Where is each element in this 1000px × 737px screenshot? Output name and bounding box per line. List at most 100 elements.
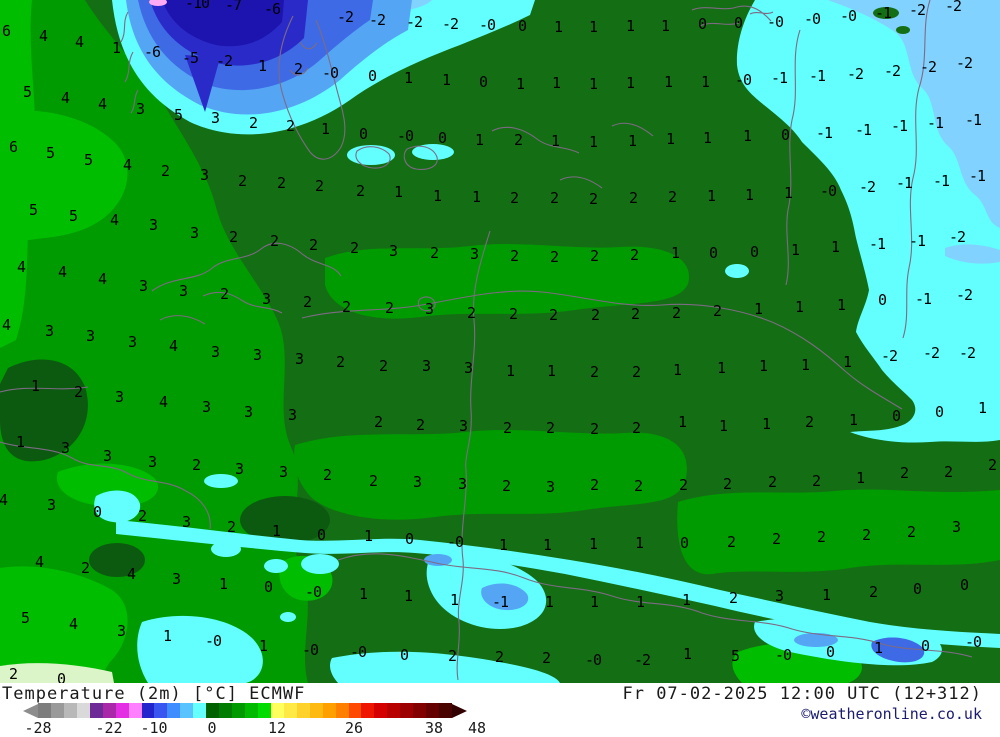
temp-value-label: 2 (868, 583, 878, 602)
temp-value-label: 1 (542, 536, 552, 555)
temp-value-label: 3 (114, 388, 124, 407)
temp-value-label: 1 (682, 645, 692, 664)
temp-value-label: 0 (367, 67, 377, 86)
temp-value-label: 2 (589, 363, 599, 382)
temp-value-label: 1 (790, 241, 800, 260)
temp-value-label: -0 (396, 127, 414, 146)
temp-value-label: 2 (308, 236, 318, 255)
temp-value-label: 2 (589, 247, 599, 266)
colorbar-tick: 0 (207, 719, 217, 737)
temp-value-label: 1 (700, 73, 710, 92)
temp-value-label: 2 (228, 228, 238, 247)
temp-value-label: 2 (378, 357, 388, 376)
temp-value-label: -2 (955, 54, 973, 73)
temp-value-label: 1 (855, 469, 865, 488)
temp-value-label: 2 (728, 589, 738, 608)
temp-value-label: -1 (895, 174, 913, 193)
temp-value-label: 2 (237, 172, 247, 191)
temp-value-label: 2 (589, 476, 599, 495)
temp-value-label: 3 (147, 453, 157, 472)
temp-value-label: 1 (271, 522, 281, 541)
temp-value-label: -1 (926, 114, 944, 133)
temp-value-label: 1 (742, 127, 752, 146)
region-darker-patch-2 (240, 496, 330, 544)
temp-value-label: -0 (446, 533, 464, 552)
region-south-cyan-band (116, 520, 1000, 648)
temp-value-label: 2 (501, 477, 511, 496)
temp-value-label: 2 (276, 174, 286, 193)
temp-value-label: -1 (874, 4, 892, 23)
region-cyan-patch-south-6 (280, 612, 296, 622)
colorbar-segment (374, 703, 388, 718)
temp-value-label: 2 (771, 530, 781, 549)
temp-value-label: 0 (697, 15, 707, 34)
temp-value-label: 2 (269, 232, 279, 251)
coast-isle-2 (403, 145, 438, 170)
colorbar-tick: -10 (140, 719, 168, 737)
temp-value-label: 2 (629, 246, 639, 265)
temp-value-label: 0 (920, 637, 930, 656)
region-cyan-patch-south-1 (94, 490, 141, 523)
colorbar-segment (167, 703, 181, 718)
temp-value-label: -2 (880, 347, 898, 366)
coast-jutland (278, 15, 346, 160)
temp-value-label: 0 (316, 526, 326, 545)
temp-value-label: -10 (184, 0, 210, 13)
colorbar-segment (76, 703, 90, 718)
temp-value-label: 4 (57, 263, 67, 282)
temp-value-label: 3 (102, 447, 112, 466)
region-cyan-patch-south-4 (264, 559, 288, 573)
temp-value-label: 1 (544, 593, 554, 612)
temp-value-label: 2 (541, 649, 551, 668)
temp-value-label: 3 (201, 398, 211, 417)
temp-value-label: 2 (545, 419, 555, 438)
colorbar-tick: 26 (344, 719, 364, 737)
colorbar-segment (63, 703, 77, 718)
region-cold-navy-core (162, 0, 284, 47)
temp-value-label: 0 (399, 646, 409, 665)
temp-value-label: 1 (15, 433, 25, 452)
temp-value-label: 3 (412, 473, 422, 492)
temp-value-label: 1 (836, 296, 846, 315)
temp-value-label: 1 (358, 585, 368, 604)
temp-value-label: 1 (753, 300, 763, 319)
colorbar-segment (180, 703, 194, 718)
temp-value-label: 4 (97, 95, 107, 114)
temp-value-label: 2 (355, 182, 365, 201)
temp-value-label: 1 (670, 244, 680, 263)
copyright-text: ©weatheronline.co.uk (801, 705, 982, 723)
temp-value-label: 2 (633, 477, 643, 496)
temp-value-label: 2 (631, 419, 641, 438)
temp-value-label: 2 (502, 419, 512, 438)
border-east (902, 0, 931, 339)
temp-value-label: 4 (34, 553, 44, 572)
temp-value-label: 1 (744, 186, 754, 205)
temp-value-label: 1 (162, 627, 172, 646)
temp-value-label: 3 (60, 439, 70, 458)
temp-value-label: 2 (341, 298, 351, 317)
temp-value-label: -0 (301, 641, 319, 660)
temp-value-label: 1 (625, 17, 635, 36)
temp-value-label: 2 (509, 189, 519, 208)
coast-straits (151, 242, 342, 325)
colorbar-segment (387, 703, 401, 718)
temp-value-label: 4 (97, 270, 107, 289)
temp-value-label: -2 (919, 58, 937, 77)
temp-value-label: 3 (261, 290, 271, 309)
temp-value-label: 1 (842, 353, 852, 372)
colorbar-right-arrow (452, 703, 467, 718)
temp-value-label: 4 (0, 491, 8, 510)
temp-value-label: 1 (551, 74, 561, 93)
temp-value-label: 4 (126, 565, 136, 584)
temp-value-label: 4 (1, 316, 11, 335)
temp-value-label: 3 (545, 478, 555, 497)
temp-value-label: 1 (588, 535, 598, 554)
temp-value-label: 3 (148, 216, 158, 235)
temp-value-label: -6 (143, 43, 161, 62)
border-oder (456, 230, 491, 681)
temp-value-label: 2 (447, 647, 457, 666)
temp-value-label: 0 (708, 244, 718, 263)
temp-value-label: 3 (116, 622, 126, 641)
temp-value-label: 2 (429, 244, 439, 263)
temp-value-label: -2 (955, 286, 973, 305)
